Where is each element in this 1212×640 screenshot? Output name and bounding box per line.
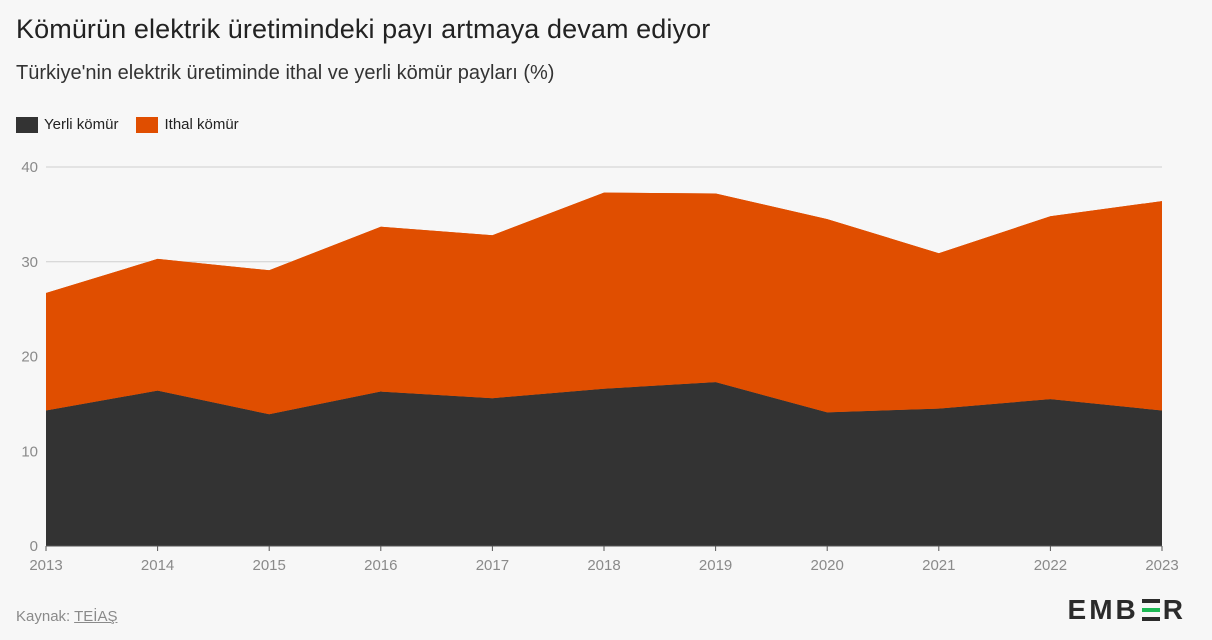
area-chart: 0 10 20 30 40 2013 2014 2015 2016 2017 2018 2019 202…	[21, 159, 1178, 574]
x-tick-label-5: 2018	[587, 557, 620, 574]
x-tick-label-1: 2014	[141, 557, 174, 574]
y-tick-label-2: 20	[21, 349, 38, 366]
area-series-overlay-0	[46, 382, 1162, 546]
source-note: Kaynak: TEİAŞ	[16, 608, 117, 625]
x-tick-label-8: 2021	[922, 557, 955, 574]
legend-swatch-yerli	[16, 116, 38, 133]
logo-e-glyph	[1141, 599, 1160, 621]
x-tick-label-7: 2020	[811, 557, 844, 574]
x-tick-label-3: 2016	[364, 557, 397, 574]
legend-item-ithal: Ithal kömür	[136, 116, 239, 133]
chart-subtitle: Türkiye'nin elektrik üretiminde ithal ve…	[16, 62, 555, 84]
source-link[interactable]: TEİAŞ	[74, 608, 118, 625]
source-prefix: Kaynak:	[16, 608, 75, 625]
legend-label-ithal: Ithal kömür	[164, 116, 239, 133]
chart-title: Kömürün elektrik üretimindeki payı artma…	[16, 14, 711, 44]
legend: Yerli kömür Ithal kömür	[16, 116, 257, 133]
y-tick-label-1: 10	[21, 443, 38, 460]
legend-swatch-ithal	[136, 116, 159, 133]
logo-text-left: EMB	[1067, 594, 1139, 625]
y-tick-label-0: 0	[30, 538, 38, 555]
y-tick-label-3: 30	[21, 254, 38, 271]
x-tick-label-10: 2023	[1145, 557, 1178, 574]
x-tick-label-4: 2017	[476, 557, 509, 574]
area-series-overlay-1	[46, 192, 1162, 415]
legend-item-yerli: Yerli kömür	[16, 116, 118, 133]
logo-text-right: R	[1162, 594, 1186, 625]
x-tick-label-2: 2015	[253, 557, 286, 574]
legend-label-yerli: Yerli kömür	[44, 116, 119, 133]
x-tick-label-0: 2013	[29, 557, 62, 574]
x-tick-label-6: 2019	[699, 557, 732, 574]
ember-logo: EMB R	[1068, 594, 1186, 626]
x-tick-label-9: 2022	[1034, 557, 1067, 574]
y-tick-label-4: 40	[21, 159, 38, 176]
